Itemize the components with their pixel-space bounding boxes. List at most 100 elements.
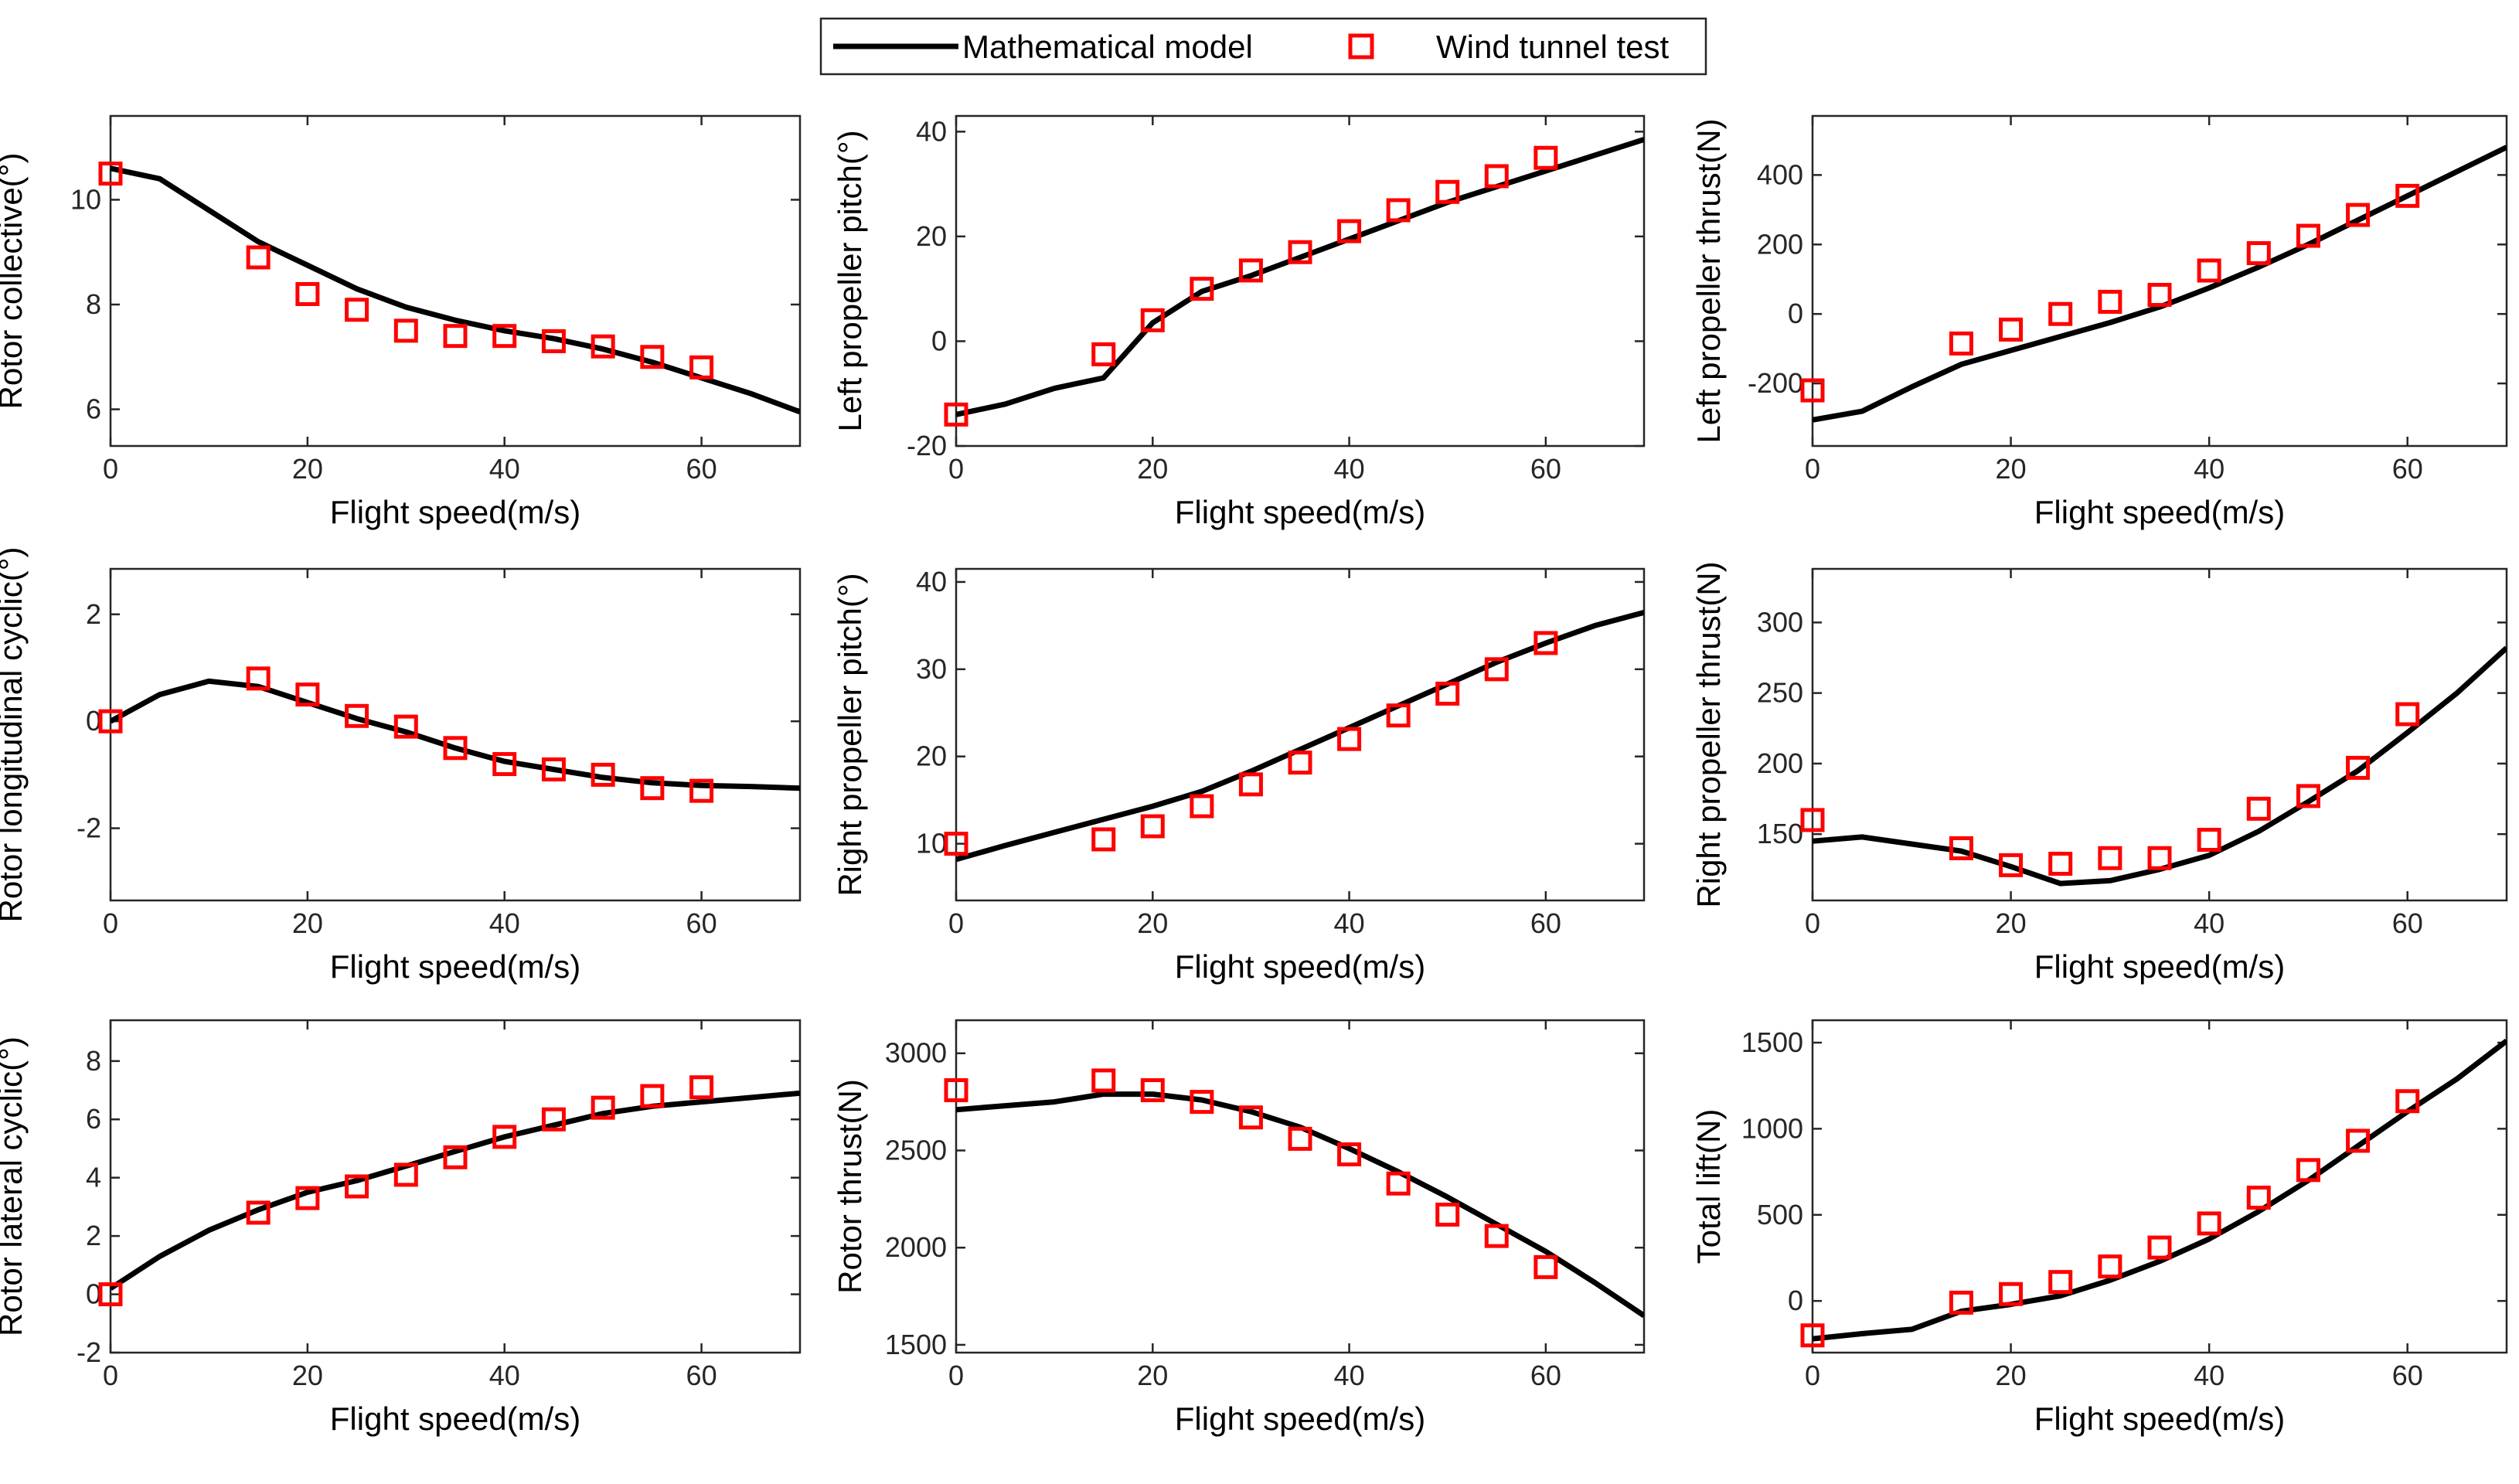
y-tick-label: 6 [86, 1103, 101, 1135]
y-tick-label: -2 [77, 812, 101, 844]
test-point-marker [1140, 308, 1165, 332]
test-point-marker [2246, 241, 2271, 266]
test-point-marker [393, 714, 418, 739]
legend-model-label: Mathematical model [962, 29, 1253, 65]
test-point-marker [2346, 755, 2371, 780]
x-tick-label: 60 [1530, 453, 1561, 485]
y-tick-label: 0 [86, 705, 101, 737]
y-tick-label: 6 [86, 393, 101, 425]
test-point-marker [2197, 258, 2221, 283]
x-axis-label: Flight speed(m/s) [330, 494, 580, 530]
y-tick-label: 10 [916, 828, 947, 859]
model-series-line [111, 678, 800, 791]
x-tick-label: 0 [948, 907, 964, 939]
test-point-marker [345, 703, 369, 728]
x-tick-label: 60 [2392, 453, 2423, 485]
test-point-marker [541, 1107, 566, 1132]
subplot-right-propeller-pitch: 0 20 40 60 10 20 30 40 Flight speed(m/s) Right pr… [832, 566, 1646, 985]
x-axis-label: Flight speed(m/s) [1175, 948, 1425, 985]
test-point-marker [1949, 1290, 1973, 1315]
y-tick-label: 20 [916, 740, 947, 772]
y-tick-label: 150 [1757, 818, 1803, 849]
test-point-marker [1800, 378, 1825, 403]
test-point-marker [640, 776, 665, 801]
test-point-marker [591, 1095, 615, 1120]
test-point-marker [1949, 331, 1973, 356]
test-point-marker [443, 1145, 468, 1169]
test-point-marker [2197, 1211, 2221, 1236]
model-series-line [956, 137, 1644, 417]
test-point-marker [1949, 836, 1973, 860]
x-axis-label: Flight speed(m/s) [2034, 948, 2285, 985]
test-point-marker [345, 1174, 369, 1199]
plot-area [955, 1019, 1646, 1354]
test-point-marker [944, 1078, 968, 1103]
x-tick-label: 20 [292, 1360, 323, 1391]
x-tick-label: 0 [103, 453, 118, 485]
test-point-marker [1337, 219, 1362, 243]
test-point-marker [640, 1084, 665, 1108]
x-axis-label: Flight speed(m/s) [330, 1401, 580, 1437]
plot-area [1811, 114, 2508, 448]
test-point-marker [1534, 145, 1558, 170]
test-point-marker [2197, 828, 2221, 853]
test-point-marker [2395, 1089, 2420, 1114]
y-axis-label: Right propeller thrust(N) [1690, 561, 1727, 907]
model-series-line [111, 165, 800, 415]
x-tick-label: 0 [1805, 907, 1820, 939]
test-point-marker [295, 281, 320, 306]
test-point-marker [1484, 1224, 1509, 1248]
y-tick-label: 2 [86, 598, 101, 630]
test-point-marker [393, 318, 418, 343]
test-point-marker [2346, 1128, 2371, 1153]
y-axis-label: Left propeller thrust(N) [1690, 118, 1727, 443]
legend-box [819, 17, 1707, 76]
test-point-marker [1999, 1281, 2024, 1306]
test-point-marker [1190, 794, 1214, 819]
x-tick-label: 0 [948, 1360, 964, 1391]
test-point-marker [1091, 1068, 1116, 1093]
x-tick-label: 60 [2392, 907, 2423, 939]
x-tick-label: 20 [1137, 907, 1168, 939]
x-axis-label: Flight speed(m/s) [330, 948, 580, 985]
x-axis-label: Flight speed(m/s) [2034, 1401, 2285, 1437]
x-tick-label: 60 [2392, 1360, 2423, 1391]
subplot-total-lift: 0 20 40 60 0 500 1000 1500 Flight speed(m/s) Tota… [1690, 1019, 2508, 1437]
x-tick-label: 20 [292, 453, 323, 485]
y-tick-label: -200 [1748, 367, 1803, 399]
x-tick-label: 0 [948, 453, 964, 485]
subplot-left-propeller-thrust: 0 20 40 60 -200 0 200 400 Flight speed(m/s) Left … [1690, 114, 2508, 530]
test-point-marker [1337, 1142, 1362, 1167]
test-point-marker [2246, 796, 2271, 821]
y-tick-label: 20 [916, 220, 947, 252]
y-tick-label: 300 [1757, 606, 1803, 638]
x-tick-label: 40 [2194, 1360, 2225, 1391]
test-point-marker [944, 832, 968, 856]
test-point-marker [541, 328, 566, 353]
y-tick-label: 200 [1757, 747, 1803, 779]
test-point-marker [345, 298, 369, 322]
test-point-marker [2098, 289, 2122, 314]
x-tick-label: 60 [1530, 1360, 1561, 1391]
y-tick-label: 2 [86, 1220, 101, 1251]
test-point-marker [591, 334, 615, 359]
test-point-marker [2098, 1254, 2122, 1279]
plot-area [109, 114, 802, 448]
test-point-marker [591, 762, 615, 787]
x-tick-label: 40 [1334, 907, 1365, 939]
test-point-marker [944, 402, 968, 427]
test-point-marker [1800, 1323, 1825, 1348]
test-point-marker [1999, 317, 2024, 342]
test-point-marker [689, 1075, 714, 1100]
test-point-marker [295, 1186, 320, 1210]
test-point-marker [1534, 1254, 1558, 1279]
x-tick-label: 20 [1137, 453, 1168, 485]
test-point-marker [689, 355, 714, 380]
x-tick-label: 20 [1996, 907, 2027, 939]
x-tick-label: 0 [103, 907, 118, 939]
model-series-line [1813, 145, 2507, 423]
test-point-marker [246, 666, 271, 691]
test-point-marker [1091, 827, 1116, 852]
y-tick-label: -2 [77, 1336, 101, 1368]
